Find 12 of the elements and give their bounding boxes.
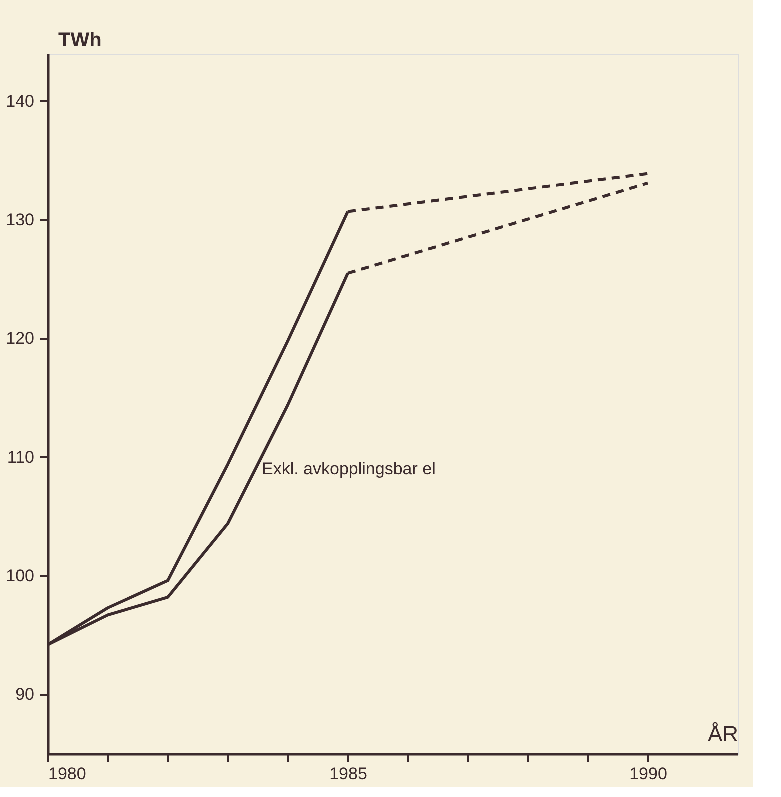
x-tick-label: 1980: [48, 764, 86, 784]
y-axis-title: TWh: [58, 30, 102, 52]
y-tick-label: 130: [6, 210, 34, 230]
y-tick-label: 120: [6, 329, 34, 348]
x-tick-label: 1990: [630, 764, 668, 784]
x-axis-title: ÅR: [708, 722, 738, 746]
x-tick-label: 1985: [330, 764, 368, 784]
annotation: Exkl. avkopplingsbar el: [262, 459, 436, 478]
y-tick-label: 140: [6, 92, 34, 111]
y-tick-label: 110: [7, 448, 34, 467]
y-tick-label: 100: [6, 566, 34, 586]
y-tick-label: 90: [16, 685, 34, 704]
